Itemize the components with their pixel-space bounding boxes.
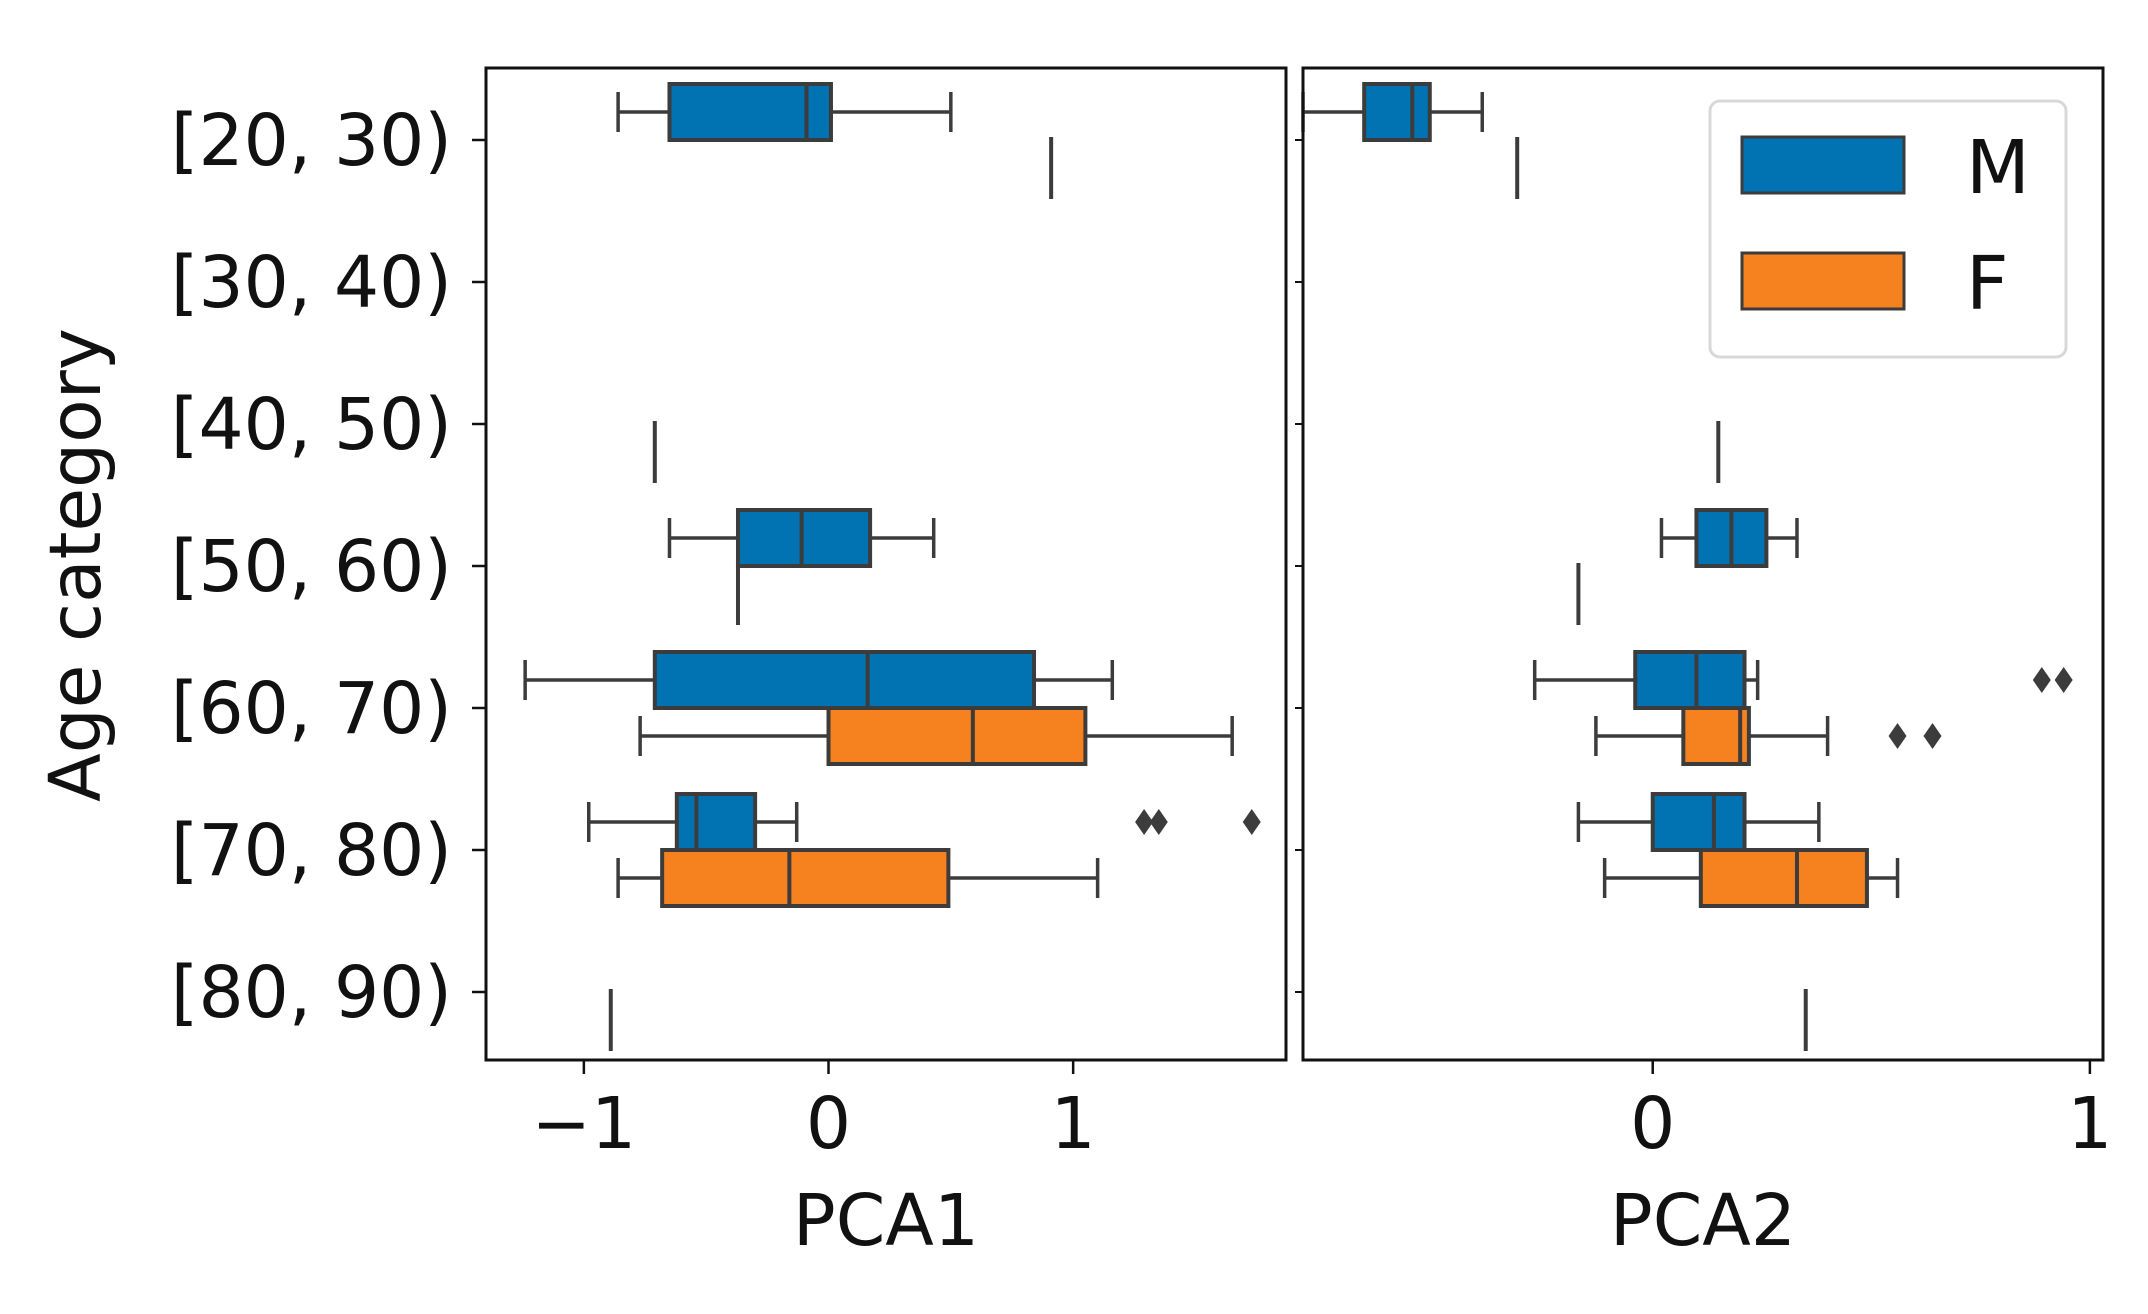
pca1-m-60-70-box bbox=[652, 650, 1037, 710]
pca2-m-70-80-box bbox=[1650, 792, 1747, 852]
y-tick-label-70-80: [70, 80) bbox=[171, 809, 452, 892]
pca2-m-60-70-flier-0 bbox=[2032, 667, 2051, 693]
legend-label-m: M bbox=[1966, 125, 2030, 211]
pca2-f-60-70-flier-0 bbox=[1888, 723, 1907, 749]
pca1-x-tick-label-2: 1 bbox=[1051, 1082, 1096, 1165]
pca2-x-tick-label-1: 1 bbox=[2067, 1082, 2112, 1165]
y-tick-label-30-40: [30, 40) bbox=[171, 241, 452, 324]
pca1-m-50-60-box bbox=[735, 508, 873, 568]
pca2-m-20-30-box bbox=[1362, 82, 1432, 142]
y-tick-label-40-50: [40, 50) bbox=[171, 383, 452, 466]
panel-pca2: 0 1 PCA2 bbox=[1295, 66, 2112, 1262]
legend-label-f: F bbox=[1966, 241, 2009, 327]
pca1-m-70-80-flier-0 bbox=[1135, 809, 1154, 835]
pca2-f-70-80-box bbox=[1698, 848, 1869, 908]
pca1-m-20-30-box bbox=[667, 82, 833, 142]
pca1-x-tick-label-1: 0 bbox=[806, 1082, 851, 1165]
pca1-m-70-80-flier-1 bbox=[1149, 809, 1168, 835]
pca1-frame bbox=[484, 66, 1288, 1062]
pca1-x-tick-label-0: −1 bbox=[532, 1082, 637, 1165]
y-tick-label-20-30: [20, 30) bbox=[171, 99, 452, 182]
legend-swatch-m bbox=[1740, 135, 1906, 195]
legend-swatch-f bbox=[1740, 251, 1906, 311]
pca1-f-70-80-box bbox=[660, 848, 951, 908]
pca2-m-60-70-box bbox=[1633, 650, 1747, 710]
pca2-m-60-70-flier-1 bbox=[2054, 667, 2073, 693]
y-tick-label-60-70: [60, 70) bbox=[171, 667, 452, 750]
y-tick-label-50-60: [50, 60) bbox=[171, 525, 452, 608]
pca1-x-axis-title: PCA1 bbox=[793, 1179, 979, 1262]
panel-pca1: −1 0 1 PCA1 bbox=[484, 66, 1288, 1262]
legend: MF bbox=[1708, 99, 2068, 359]
pca1-f-60-70-box bbox=[826, 706, 1088, 766]
pca2-frame bbox=[1301, 66, 2105, 1062]
pca1-m-70-80-box bbox=[674, 792, 758, 852]
y-tick-label-80-90: [80, 90) bbox=[171, 951, 452, 1034]
pca2-x-tick-label-0: 0 bbox=[1630, 1082, 1675, 1165]
pca2-f-60-70-box bbox=[1681, 706, 1751, 766]
pca2-x-axis-title: PCA2 bbox=[1610, 1179, 1796, 1262]
pca1-m-70-80-flier-2 bbox=[1242, 809, 1261, 835]
y-axis-title: Age category bbox=[34, 328, 117, 802]
y-axis-tick-labels: [20, 30) [30, 40) [40, 50) [50, 60) [60, 70)… bbox=[171, 99, 486, 1034]
pca2-f-60-70-flier-1 bbox=[1923, 723, 1942, 749]
